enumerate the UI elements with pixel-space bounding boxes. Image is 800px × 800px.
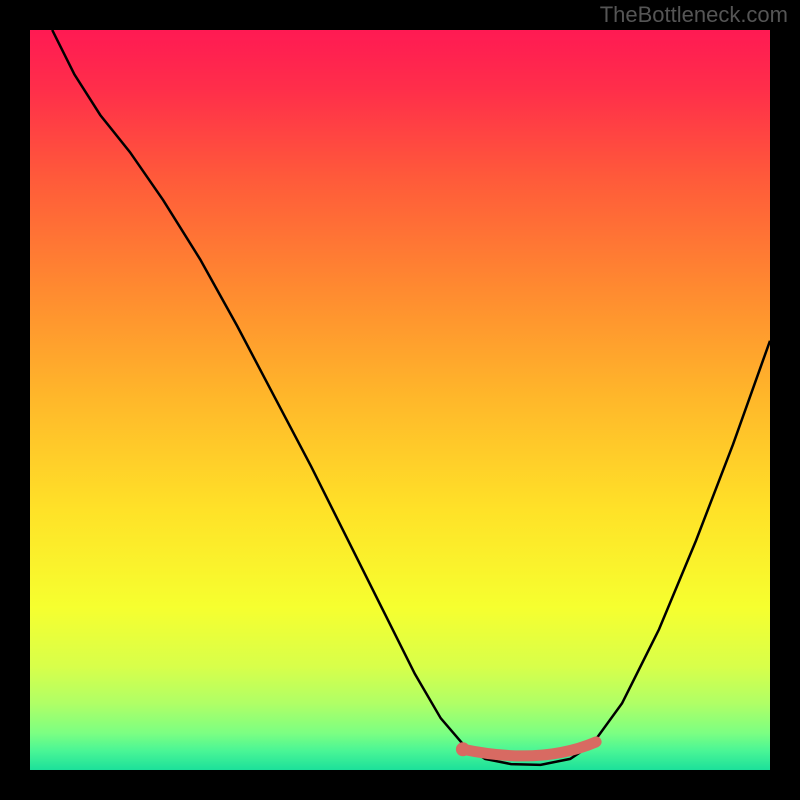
chart-svg bbox=[30, 30, 770, 770]
chart-container: TheBottleneck.com bbox=[0, 0, 800, 800]
optimal-point-dot bbox=[456, 742, 470, 756]
watermark-text: TheBottleneck.com bbox=[600, 2, 788, 28]
gradient-background bbox=[30, 30, 770, 770]
plot-area bbox=[30, 30, 770, 770]
